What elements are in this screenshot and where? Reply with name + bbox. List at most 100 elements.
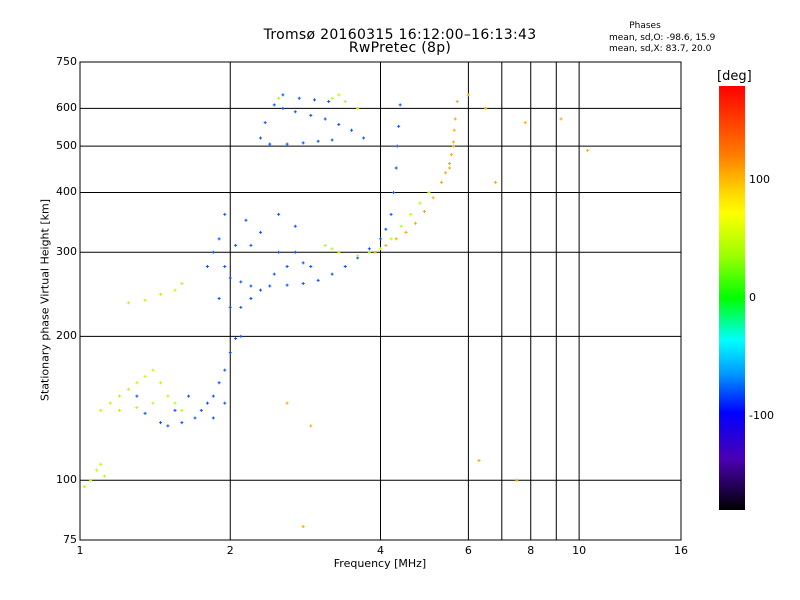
data-point — [448, 161, 452, 165]
data-point — [259, 136, 263, 140]
data-point — [277, 212, 281, 216]
data-point — [82, 485, 86, 489]
y-tick-label: 600 — [56, 101, 77, 115]
data-point — [166, 424, 170, 428]
data-point — [449, 153, 453, 157]
data-point — [143, 411, 147, 415]
stats-title: Phases — [629, 21, 661, 31]
data-point — [118, 394, 122, 398]
chart-subtitle: RwPretec (8p) — [348, 40, 452, 56]
data-point — [484, 106, 488, 110]
data-point — [126, 301, 130, 305]
data-point — [356, 254, 360, 258]
data-point — [228, 276, 232, 280]
data-point — [135, 381, 139, 385]
stats-o-line: mean, sd,O: -98.6, 15.9 — [609, 33, 716, 43]
chart-title: Tromsø 20160315 16:12:00–16:13:43 — [263, 27, 537, 43]
data-point — [244, 218, 248, 222]
data-point — [337, 250, 341, 254]
points-layer — [82, 93, 590, 529]
data-point — [394, 237, 398, 241]
data-point — [389, 237, 393, 241]
x-tick-label: 2 — [226, 544, 234, 557]
data-point — [515, 478, 519, 482]
data-point — [228, 305, 232, 309]
data-point — [126, 387, 130, 391]
data-point — [277, 96, 281, 100]
data-point — [217, 381, 221, 385]
colorbar-tick-label: 100 — [749, 173, 770, 187]
data-point — [350, 128, 354, 132]
data-point — [205, 265, 209, 269]
data-point — [103, 474, 107, 478]
data-point — [337, 93, 341, 97]
data-point — [239, 305, 243, 309]
data-point — [173, 288, 177, 292]
data-point — [199, 408, 203, 412]
data-point — [217, 297, 221, 301]
data-point — [316, 139, 320, 143]
data-point — [239, 280, 243, 284]
colorbar-tick-label: 0 — [749, 291, 756, 304]
data-point — [272, 272, 276, 276]
data-point — [223, 265, 227, 269]
data-point — [277, 250, 281, 254]
data-point — [166, 394, 170, 398]
data-point — [330, 247, 334, 251]
data-point — [330, 96, 334, 100]
y-tick-label: 100 — [56, 473, 77, 487]
data-point — [180, 408, 184, 412]
x-tick-label: 1 — [76, 544, 84, 557]
colorbar-tick-label: -100 — [749, 408, 774, 422]
data-point — [173, 401, 177, 405]
data-point — [135, 394, 139, 398]
data-point — [398, 103, 402, 107]
phase-colorbar — [719, 86, 745, 510]
data-point — [151, 401, 155, 405]
data-point — [180, 421, 184, 425]
data-point — [330, 138, 334, 142]
data-point — [477, 458, 481, 462]
data-point — [384, 243, 388, 247]
data-point — [379, 237, 382, 241]
data-point — [362, 136, 366, 140]
data-point — [99, 408, 103, 412]
data-point — [259, 288, 263, 292]
data-point — [223, 368, 227, 372]
y-tick-label: 750 — [56, 55, 77, 68]
data-point — [211, 394, 215, 398]
y-tick-label: 200 — [56, 329, 77, 343]
y-tick-label: 400 — [56, 185, 77, 199]
data-point — [268, 142, 272, 146]
data-point — [285, 265, 289, 269]
y-tick-label: 500 — [56, 139, 77, 153]
data-point — [228, 351, 232, 355]
data-point — [448, 166, 452, 170]
data-point — [409, 212, 413, 216]
data-point — [301, 525, 305, 529]
data-point — [373, 250, 377, 254]
x-tick-label: 4 — [377, 544, 384, 557]
data-point — [259, 230, 263, 234]
data-point — [173, 408, 177, 412]
data-point — [293, 110, 297, 114]
data-point — [494, 180, 498, 184]
data-point — [395, 144, 399, 148]
data-point — [413, 221, 417, 225]
data-point — [586, 148, 590, 152]
data-point — [394, 166, 398, 170]
data-point — [323, 243, 327, 247]
data-point — [392, 190, 396, 194]
data-point — [427, 190, 431, 194]
data-point — [343, 100, 347, 104]
data-point — [285, 283, 289, 287]
data-point — [159, 421, 163, 425]
data-point — [309, 424, 313, 428]
data-point — [217, 237, 221, 241]
data-point — [389, 212, 393, 216]
x-axis-label: Frequency [MHz] — [333, 557, 427, 570]
data-point — [223, 401, 227, 405]
data-point — [234, 336, 238, 340]
data-point — [159, 292, 163, 296]
